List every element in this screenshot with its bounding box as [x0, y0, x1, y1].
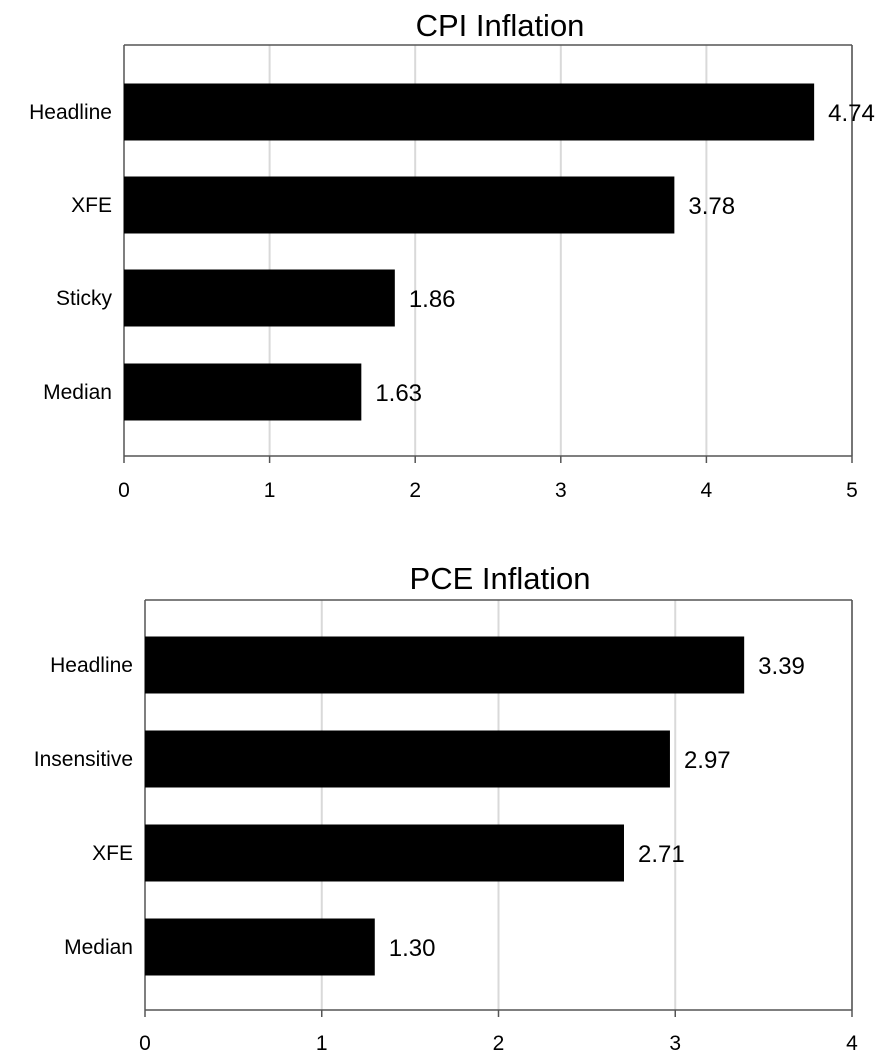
- category-label: XFE: [71, 194, 112, 217]
- x-tick-label: 0: [118, 479, 130, 502]
- x-tick-label: 2: [409, 479, 421, 502]
- category-label: XFE: [92, 842, 133, 865]
- bar: [124, 363, 362, 421]
- x-tick-label: 0: [139, 1032, 151, 1053]
- pce-inflation-chart: PCE Inflation 0 1 2 3 4 Headline 3.39 Insensiti…: [34, 561, 858, 1053]
- category-label: Headline: [50, 654, 133, 677]
- data-label: 2.97: [684, 747, 731, 774]
- data-label: 1.30: [389, 935, 436, 962]
- chart-title: CPI Inflation: [416, 8, 585, 43]
- data-label: 1.86: [409, 286, 456, 313]
- category-label: Median: [43, 381, 112, 404]
- bar: [145, 918, 375, 976]
- data-label: 1.63: [375, 380, 422, 407]
- category-label: Headline: [29, 101, 112, 124]
- bar: [124, 176, 675, 234]
- cpi-inflation-chart: CPI Inflation 0 1 2 3 4 5 Headline 4.74 XFE 3.78 S…: [29, 8, 875, 502]
- chart-title: PCE Inflation: [410, 561, 591, 596]
- x-tick-label: 4: [701, 479, 713, 502]
- category-label: Median: [64, 936, 133, 959]
- bar: [145, 636, 745, 694]
- data-label: 3.39: [758, 653, 805, 680]
- category-label: Insensitive: [34, 748, 133, 771]
- x-tick-label: 2: [493, 1032, 505, 1053]
- bar: [124, 269, 395, 327]
- bar: [145, 730, 670, 788]
- x-tick-label: 3: [555, 479, 567, 502]
- bar: [145, 824, 624, 882]
- x-tick-label: 3: [669, 1032, 681, 1053]
- bar: [124, 83, 815, 141]
- data-label: 4.74: [828, 100, 875, 127]
- x-tick-label: 1: [264, 479, 276, 502]
- data-label: 2.71: [638, 841, 685, 868]
- data-label: 3.78: [688, 193, 735, 220]
- x-tick-label: 1: [316, 1032, 328, 1053]
- x-tick-label: 5: [846, 479, 858, 502]
- x-tick-label: 4: [846, 1032, 858, 1053]
- category-label: Sticky: [56, 287, 113, 310]
